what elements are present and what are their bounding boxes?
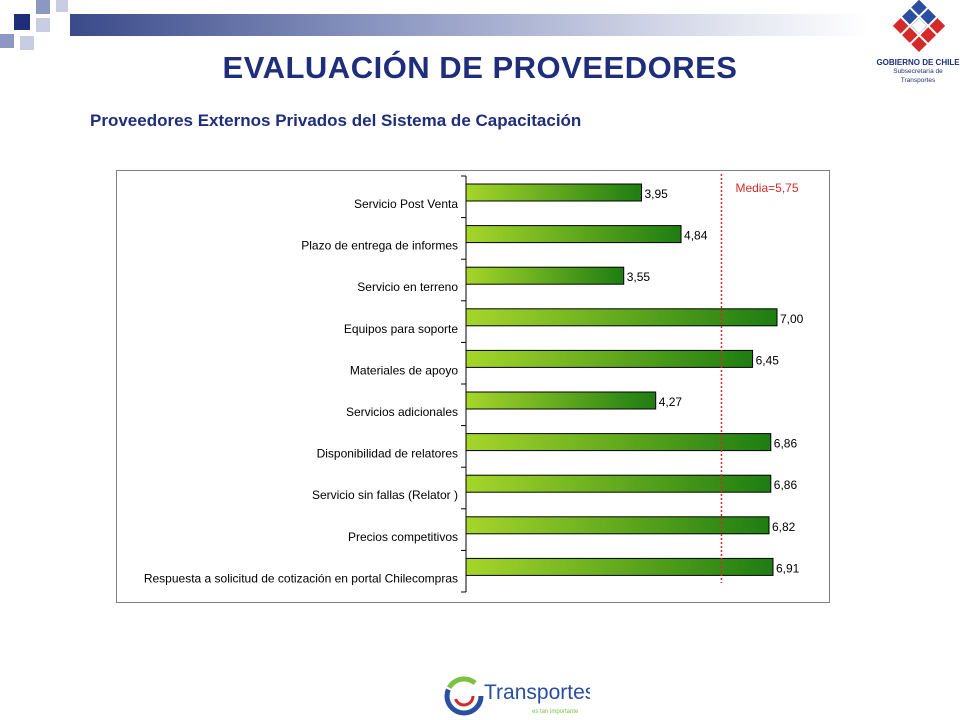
bar [465,183,642,202]
gobierno-logo-line1: GOBIERNO DE CHILE [876,58,960,67]
category-label: Disponibilidad de relatores [317,447,458,461]
category-label: Plazo de entrega de informes [301,239,458,253]
value-label: 6,86 [774,437,798,451]
decor-square [20,36,34,50]
category-label: Precios competitivos [348,530,458,544]
value-label: 6,82 [772,520,796,534]
value-label: 6,45 [756,353,780,367]
decor-square [36,0,50,14]
category-label: Servicio Post Venta [354,197,458,211]
category-label: Servicio en terreno [357,280,458,294]
value-label: 6,91 [776,561,800,575]
bar [465,516,770,535]
category-label: Servicios adicionales [346,405,458,419]
bar [465,557,774,576]
decor-square [0,34,14,48]
page-subtitle: Proveedores Externos Privados del Sistem… [90,111,582,130]
decor-square [36,18,50,32]
bar [465,266,625,285]
value-label: 3,55 [627,270,651,284]
bar [465,349,754,368]
category-label: Materiales de apoyo [350,363,458,377]
transportes-logo: Transportes es tan importante [444,676,590,716]
transportes-logo-name: Transportes [484,681,590,704]
bar [465,308,778,327]
value-label: 3,95 [644,187,668,201]
bar [465,433,772,452]
header-gradient-bar [70,14,870,36]
bar [465,474,772,493]
mean-label: Media=5,75 [735,181,798,195]
bar-chart: Servicio Post Venta 3,95 Plazo de entrega … [144,174,804,593]
value-label: 4,27 [659,395,683,409]
gobierno-de-chile-logo [892,0,946,53]
value-label: 7,00 [780,312,804,326]
value-label: 4,84 [684,229,708,243]
bar [465,391,657,410]
chart-frame: Servicio Post Venta 3,95 Plazo de entrega … [116,170,830,603]
decor-square [56,0,68,12]
category-label: Equipos para soporte [344,322,458,336]
transportes-logo-tagline: es tan importante [532,709,579,715]
gobierno-logo-line2: Subsecretaría de Transportes [893,68,943,84]
gobierno-logo-text: GOBIERNO DE CHILE Subsecretaría de Trans… [876,58,960,85]
decor-square [14,14,30,30]
value-label: 6,86 [774,478,798,492]
category-label: Respuesta a solicitud de cotización en p… [144,571,458,585]
bar [465,225,682,244]
page-title: EVALUACIÓN DE PROVEEDORES [222,50,738,85]
category-label: Servicio sin fallas (Relator ) [312,488,458,502]
